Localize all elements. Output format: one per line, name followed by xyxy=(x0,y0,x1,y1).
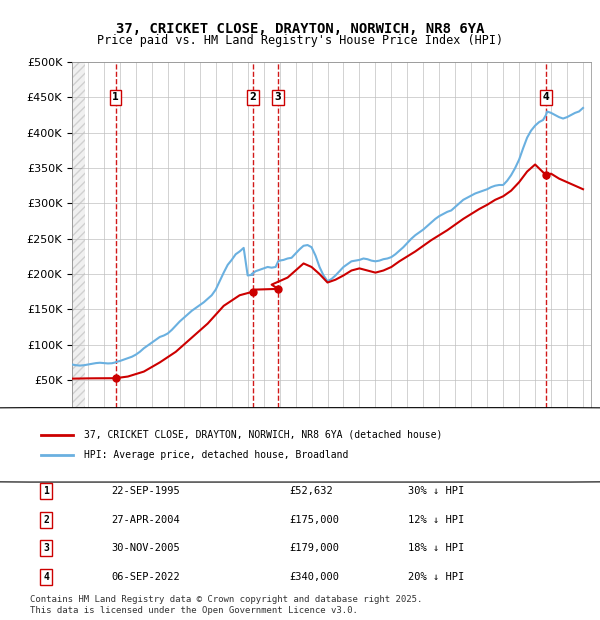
Text: Price paid vs. HM Land Registry's House Price Index (HPI): Price paid vs. HM Land Registry's House … xyxy=(97,34,503,47)
Text: £52,632: £52,632 xyxy=(289,486,333,496)
Text: 20% ↓ HPI: 20% ↓ HPI xyxy=(408,572,464,582)
Text: This data is licensed under the Open Government Licence v3.0.: This data is licensed under the Open Gov… xyxy=(30,606,358,615)
Text: Contains HM Land Registry data © Crown copyright and database right 2025.: Contains HM Land Registry data © Crown c… xyxy=(30,595,422,604)
Text: £175,000: £175,000 xyxy=(289,515,339,525)
Text: 1: 1 xyxy=(43,486,49,496)
Text: 3: 3 xyxy=(43,543,49,553)
Text: 12% ↓ HPI: 12% ↓ HPI xyxy=(408,515,464,525)
Text: 22-SEP-1995: 22-SEP-1995 xyxy=(111,486,180,496)
Text: 1: 1 xyxy=(112,92,119,102)
Text: 06-SEP-2022: 06-SEP-2022 xyxy=(111,572,180,582)
Text: 37, CRICKET CLOSE, DRAYTON, NORWICH, NR8 6YA: 37, CRICKET CLOSE, DRAYTON, NORWICH, NR8… xyxy=(116,22,484,36)
Text: HPI: Average price, detached house, Broadland: HPI: Average price, detached house, Broa… xyxy=(84,450,349,460)
Text: £340,000: £340,000 xyxy=(289,572,339,582)
Text: 2: 2 xyxy=(43,515,49,525)
Text: 27-APR-2004: 27-APR-2004 xyxy=(111,515,180,525)
Text: 30% ↓ HPI: 30% ↓ HPI xyxy=(408,486,464,496)
Text: £179,000: £179,000 xyxy=(289,543,339,553)
FancyBboxPatch shape xyxy=(0,408,600,482)
Text: 4: 4 xyxy=(542,92,550,102)
Text: 37, CRICKET CLOSE, DRAYTON, NORWICH, NR8 6YA (detached house): 37, CRICKET CLOSE, DRAYTON, NORWICH, NR8… xyxy=(84,430,442,440)
Text: 3: 3 xyxy=(275,92,281,102)
Text: 30-NOV-2005: 30-NOV-2005 xyxy=(111,543,180,553)
Bar xyxy=(72,62,85,415)
Text: 18% ↓ HPI: 18% ↓ HPI xyxy=(408,543,464,553)
Text: 4: 4 xyxy=(43,572,49,582)
Text: 2: 2 xyxy=(250,92,256,102)
